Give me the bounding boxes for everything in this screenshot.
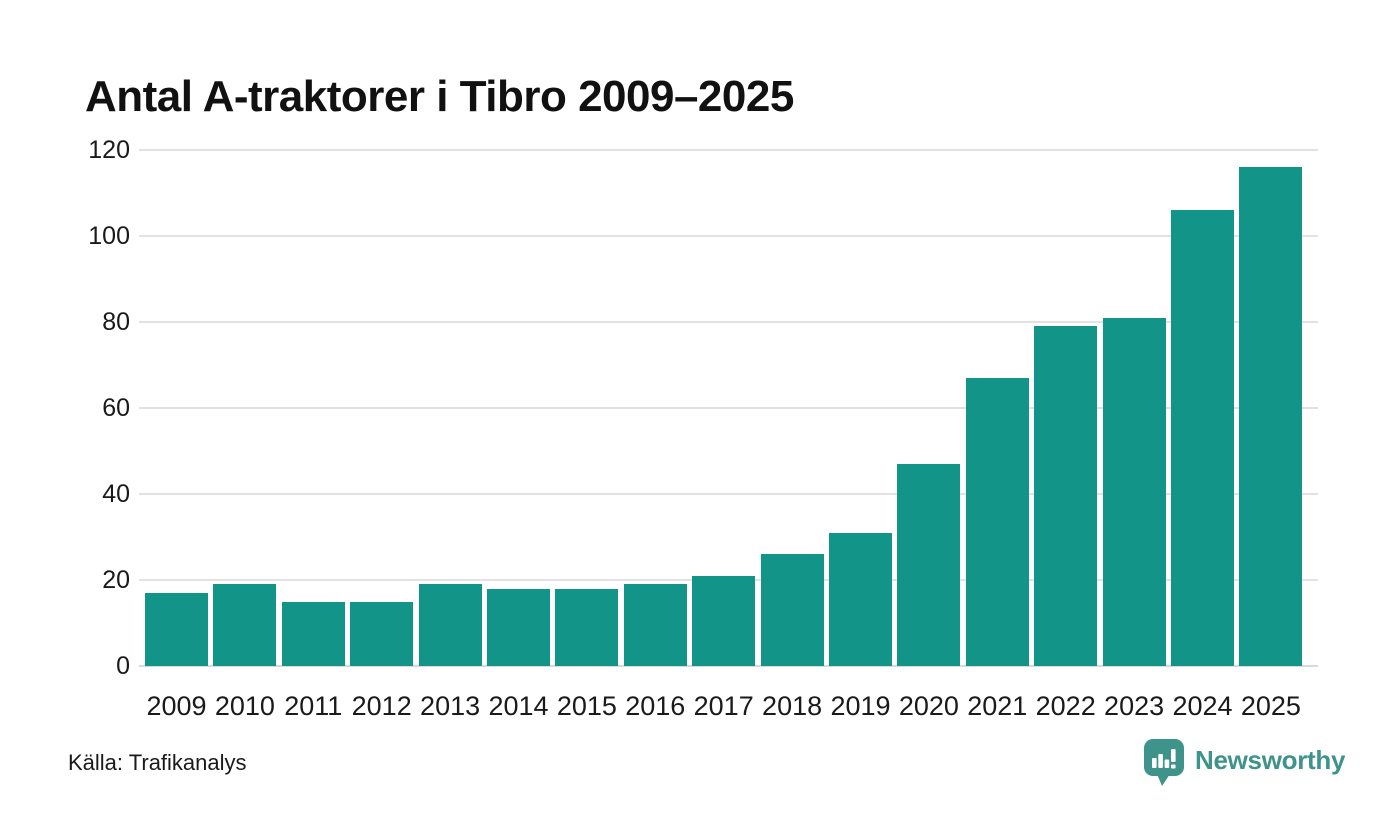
bar-2020 — [897, 463, 961, 666]
bar-2011 — [281, 601, 345, 666]
x-tick-label-2023: 2023 — [1104, 691, 1165, 721]
x-tick-label-2016: 2016 — [625, 691, 686, 721]
x-tick-label-2020: 2020 — [898, 691, 959, 721]
bar-2012 — [350, 601, 414, 666]
y-tick-label-20: 20 — [102, 566, 130, 594]
newsworthy-logo-icon — [1144, 739, 1184, 786]
x-tick-label-2012: 2012 — [351, 691, 412, 721]
x-tick-label-2015: 2015 — [556, 691, 617, 721]
source-attribution: Källa: Trafikanalys — [68, 750, 247, 775]
bar-2021 — [965, 377, 1029, 666]
bar-2023 — [1102, 317, 1166, 666]
x-tick-label-2010: 2010 — [214, 691, 275, 721]
newsworthy-logo-text: Newsworthy — [1195, 744, 1346, 775]
gridline-y80 — [139, 321, 1318, 323]
y-tick-label-100: 100 — [88, 222, 130, 250]
x-tick-label-2011: 2011 — [284, 691, 343, 721]
x-tick-label-2017: 2017 — [693, 691, 754, 721]
bar-2024 — [1171, 210, 1234, 666]
x-tick-label-2021: 2021 — [967, 691, 1028, 721]
chart-title: Antal A-traktorer i Tibro 2009–2025 — [85, 72, 794, 121]
y-tick-label-120: 120 — [88, 136, 130, 164]
newsworthy-brand: Newsworthy — [1143, 738, 1345, 788]
gridline-y100 — [139, 235, 1318, 237]
gridline-y40 — [139, 493, 1318, 495]
y-tick-label-80: 80 — [102, 308, 130, 336]
y-tick-label-60: 60 — [102, 394, 130, 422]
x-tick-label-2024: 2024 — [1172, 691, 1233, 721]
x-tick-label-2014: 2014 — [488, 691, 549, 721]
bar-2013 — [418, 584, 482, 666]
bar-2025 — [1239, 167, 1303, 666]
x-tick-label-2022: 2022 — [1035, 691, 1096, 721]
bar-2017 — [692, 575, 756, 666]
bar-2018 — [760, 554, 824, 666]
y-tick-label-0: 0 — [116, 652, 130, 680]
gridline-y120 — [139, 149, 1318, 151]
gridline-y60 — [139, 407, 1318, 409]
bar-2009 — [145, 592, 208, 666]
bar-2014 — [487, 588, 550, 666]
bar-2010 — [213, 584, 277, 666]
gridline-y0 — [139, 665, 1318, 667]
y-tick-label-40: 40 — [102, 480, 130, 508]
bar-2019 — [829, 532, 892, 666]
x-tick-label-2009: 2009 — [146, 691, 207, 721]
bar-2022 — [1034, 326, 1098, 666]
bar-2016 — [623, 584, 687, 666]
x-tick-label-2019: 2019 — [830, 691, 891, 721]
bar-2015 — [555, 588, 619, 666]
x-tick-label-2025: 2025 — [1240, 691, 1301, 721]
x-tick-label-2013: 2013 — [420, 691, 481, 721]
x-tick-label-2018: 2018 — [762, 691, 823, 721]
